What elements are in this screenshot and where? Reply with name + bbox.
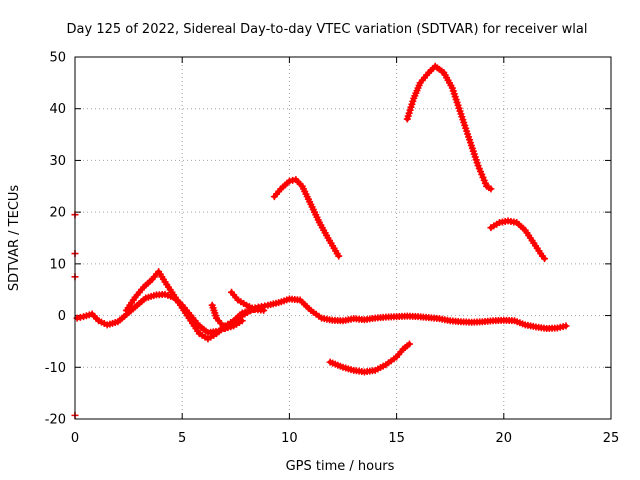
- x-tick-label: 25: [603, 431, 620, 446]
- series-arc-short-a: [208, 301, 246, 332]
- x-axis-label: GPS time / hours: [286, 459, 395, 474]
- data-point: [487, 185, 495, 193]
- x-tick-label: 15: [388, 431, 405, 446]
- y-tick-label: 40: [49, 102, 66, 117]
- series-arc-dip-13: [326, 340, 413, 376]
- data-point: [562, 322, 570, 330]
- series-band: [74, 292, 569, 335]
- series-arc-peak-17: [403, 62, 495, 193]
- y-tick-label: 10: [49, 257, 66, 272]
- y-tick-label: 20: [49, 206, 66, 221]
- y-tick-label: -10: [45, 361, 66, 376]
- x-tick-label: 10: [281, 431, 298, 446]
- data-series: [71, 62, 570, 419]
- data-point: [238, 317, 246, 325]
- data-point: [541, 255, 549, 263]
- axis-ticks: 0 5 10 15 20 25 -20 -10 0 10 20 30 40 50: [45, 51, 620, 447]
- series-arc-rise-10: [270, 176, 343, 260]
- series-arc-short-b: [228, 288, 268, 314]
- series-arc-low-left: [73, 290, 570, 337]
- plot-frame: [74, 56, 612, 420]
- y-tick-label: 50: [49, 51, 66, 66]
- x-tick-label: 0: [71, 431, 79, 446]
- data-point: [335, 252, 343, 260]
- data-point: [260, 306, 268, 314]
- chart-title: Day 125 of 2022, Sidereal Day-to-day VTE…: [67, 22, 588, 37]
- grid-lines: [75, 57, 611, 419]
- series-arc-hump-20: [487, 217, 549, 263]
- x-tick-label: 5: [178, 431, 186, 446]
- y-axis-label: SDTVAR / TECUs: [7, 185, 22, 292]
- y-tick-label: -20: [45, 413, 66, 428]
- y-tick-label: 30: [49, 154, 66, 169]
- y-tick-label: 0: [58, 309, 66, 324]
- data-point: [405, 340, 413, 348]
- series-arc-low-left-b: [122, 268, 263, 343]
- x-tick-label: 20: [496, 431, 513, 446]
